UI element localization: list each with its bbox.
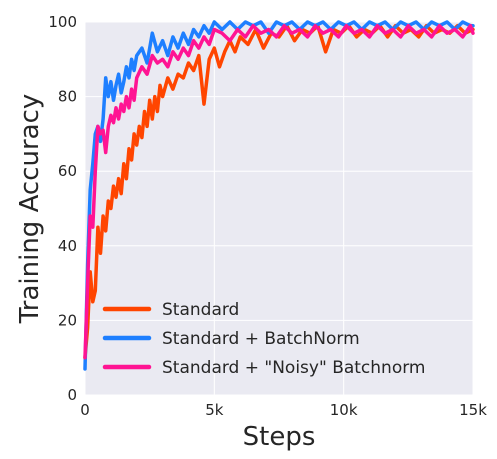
y-tick-label: 20 xyxy=(58,311,77,329)
x-tick-label: 5k xyxy=(205,401,224,419)
y-tick-label: 60 xyxy=(58,162,77,180)
x-tick-label: 15k xyxy=(459,401,487,419)
x-tick-label: 10k xyxy=(330,401,358,419)
series-line xyxy=(83,23,475,360)
y-tick-label: 40 xyxy=(58,237,77,255)
x-axis-label: Steps xyxy=(243,422,316,452)
series-layer xyxy=(83,20,475,371)
legend-label: Standard + "Noisy" Batchnorm xyxy=(162,358,425,378)
series-line xyxy=(83,20,475,371)
plot-area xyxy=(85,22,473,395)
y-axis-label: Training Accuracy xyxy=(15,94,45,325)
x-tick-label: 0 xyxy=(80,401,90,419)
y-tick-label: 0 xyxy=(67,386,77,404)
y-tick-label: 100 xyxy=(48,13,77,31)
tick-labels: 0 5k 10k 15k 0 20 40 60 80 100 xyxy=(48,13,487,419)
y-tick-label: 80 xyxy=(58,88,77,106)
legend: Standard Standard + BatchNorm Standard + "… xyxy=(102,300,425,378)
legend-label: Standard xyxy=(162,300,239,320)
legend-label: Standard + BatchNorm xyxy=(162,329,360,349)
